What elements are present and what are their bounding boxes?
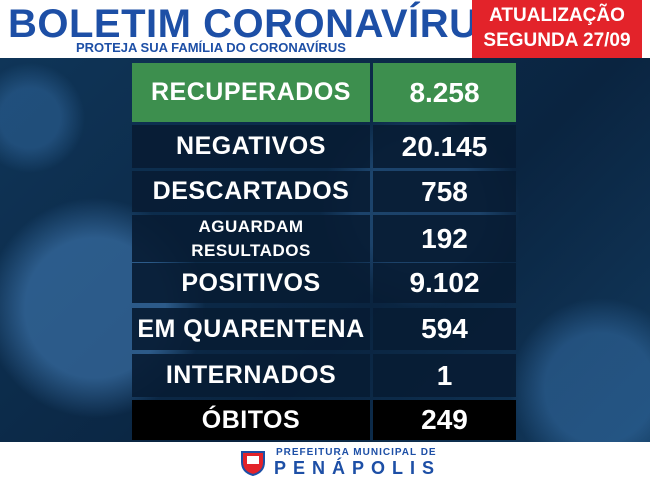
update-label: ATUALIZAÇÃO: [489, 5, 625, 26]
table-row: NEGATIVOS 20.145: [132, 125, 516, 168]
row-label: AGUARDAM RESULTADOS: [132, 215, 370, 262]
row-value: 8.258: [373, 63, 516, 122]
row-value: 594: [373, 308, 516, 350]
table-row: INTERNADOS 1: [132, 354, 516, 397]
row-value: 20.145: [373, 125, 516, 168]
footer: [0, 442, 650, 480]
footer-line1: PREFEITURA MUNICIPAL DE: [276, 447, 437, 458]
subtitle: PROTEJA SUA FAMÍLIA DO CORONAVÍRUS: [76, 40, 346, 55]
crest: [241, 451, 265, 476]
row-label: INTERNADOS: [132, 354, 370, 397]
row-value: 758: [373, 171, 516, 212]
row-value: 192: [373, 215, 516, 262]
row-label: RECUPERADOS: [132, 63, 370, 122]
row-label: NEGATIVOS: [132, 125, 370, 168]
update-date: SEGUNDA 27/09: [483, 30, 631, 51]
table-row: DESCARTADOS 758: [132, 171, 516, 212]
table-row: ÓBITOS 249: [132, 400, 516, 440]
table-row: RECUPERADOS 8.258: [132, 63, 516, 122]
row-value: 249: [373, 400, 516, 440]
title: BOLETIM CORONAVÍRUS: [8, 2, 506, 46]
table-row: POSITIVOS 9.102: [132, 263, 516, 303]
table-row: AGUARDAM RESULTADOS 192: [132, 215, 516, 262]
table-row: EM QUARENTENA 594: [132, 308, 516, 350]
row-label: EM QUARENTENA: [132, 308, 370, 350]
row-label: ÓBITOS: [132, 400, 370, 440]
update-box: ATUALIZAÇÃO SEGUNDA 27/09: [472, 0, 642, 58]
row-value: 9.102: [373, 263, 516, 303]
row-label: POSITIVOS: [132, 263, 370, 303]
footer-line2: PENÁPOLIS: [274, 458, 442, 478]
row-value: 1: [373, 354, 516, 397]
row-label: DESCARTADOS: [132, 171, 370, 212]
